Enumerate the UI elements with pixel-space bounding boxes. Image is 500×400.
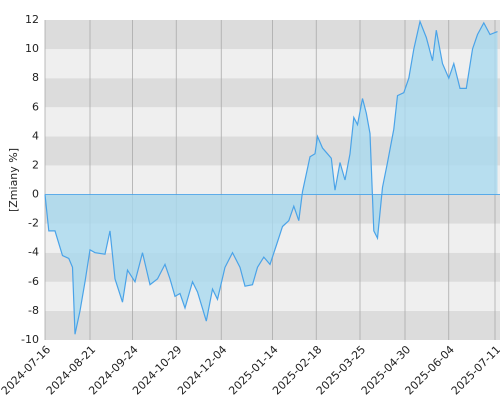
y-tick-label: -10 [21,333,39,346]
y-tick-label: 8 [32,71,39,84]
y-tick-label: 12 [25,13,39,26]
area [45,21,498,335]
y-tick-label: 10 [25,42,39,55]
y-tick-label: -2 [28,217,39,230]
y-tick-label: 6 [32,100,39,113]
y-tick-label: -4 [28,246,39,259]
line [44,19,498,335]
y-tick-label: 0 [32,188,39,201]
y-tick-label: 4 [32,129,39,142]
y-tick-label: -8 [28,304,39,317]
y-tick-label: 2 [32,158,39,171]
y-tick-label: -6 [28,275,39,288]
x-tick-label: 2025-07-11 [449,343,500,397]
y-axis-label: [Zmiany %] [7,148,20,212]
